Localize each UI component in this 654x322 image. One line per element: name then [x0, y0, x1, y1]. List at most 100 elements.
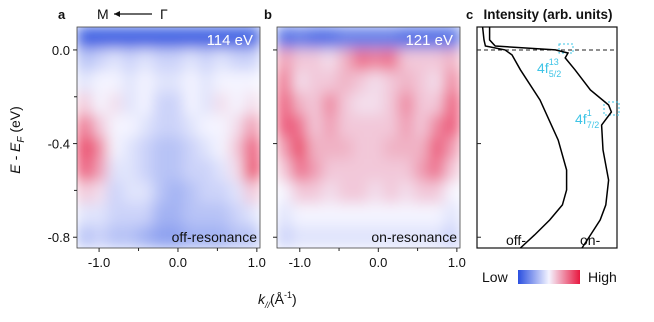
heatmap-cell — [413, 159, 430, 183]
heatmap-cell — [444, 203, 460, 227]
heatmap-cell — [398, 114, 415, 138]
heatmap-cell — [368, 70, 385, 94]
heatmap-cell — [107, 114, 124, 138]
heatmap-cell — [413, 27, 430, 50]
heatmap-cell — [322, 27, 339, 50]
heatmap-cell — [429, 48, 446, 72]
heatmap-cell — [107, 203, 124, 227]
heatmap-cell — [91, 27, 108, 50]
heatmap-cell — [383, 203, 400, 227]
peak-label-text: 4f — [537, 60, 549, 76]
annotation: off-resonance — [172, 229, 258, 245]
heatmap-cell — [244, 181, 260, 205]
heatmap-cell — [152, 137, 169, 161]
heatmap-cell — [244, 137, 260, 161]
heatmap-cell — [291, 225, 308, 248]
heatmap-cell — [352, 114, 369, 138]
y-label-unit: (eV) — [7, 106, 23, 136]
heatmap-cell — [291, 181, 308, 205]
heatmap-cell — [229, 92, 246, 116]
peak-box — [603, 101, 620, 116]
heatmap-cell — [398, 159, 415, 183]
heatmap-cell — [307, 181, 324, 205]
colorbar-label: High — [588, 269, 617, 285]
y-tick-label: 0.0 — [52, 43, 70, 58]
x-label-sub: // — [264, 300, 272, 310]
heatmap-cell — [183, 137, 200, 161]
heatmap-cell — [122, 159, 139, 183]
heatmap-cell — [277, 92, 293, 116]
heatmap-cell — [352, 181, 369, 205]
heatmap-cell — [444, 27, 460, 50]
heatmap-cell — [429, 70, 446, 94]
x-tick-label: 0.0 — [169, 255, 187, 270]
heatmap-cell — [213, 203, 230, 227]
heatmap-cell — [122, 27, 139, 50]
heatmap-cell — [337, 159, 354, 183]
heatmap-cell — [213, 159, 230, 183]
heatmap-cell — [137, 92, 154, 116]
heatmap-cell — [122, 70, 139, 94]
panel-title: Intensity (arb. units) — [483, 7, 612, 22]
heatmap-cell — [277, 70, 293, 94]
heatmap-cell — [168, 137, 185, 161]
heatmap-cell — [291, 92, 308, 116]
panel-letter: b — [264, 7, 272, 22]
heatmap-cell — [383, 225, 400, 248]
heatmap-cell — [91, 225, 108, 248]
peak-label-sup: 13 — [549, 57, 559, 67]
heatmap-cell — [244, 225, 260, 248]
heatmap-cell — [77, 70, 93, 94]
heatmap-cell — [213, 70, 230, 94]
heatmap-cell — [107, 225, 124, 248]
heatmap-cell — [168, 225, 185, 248]
heatmap-cell — [337, 70, 354, 94]
peak-label-sub: 7/2 — [587, 120, 600, 130]
heatmap-cell — [383, 181, 400, 205]
heatmap-cell — [322, 225, 339, 248]
heatmap-cell — [352, 27, 369, 50]
panel-letter: a — [58, 7, 66, 22]
heatmap-cell — [122, 92, 139, 116]
heatmap-cell — [168, 203, 185, 227]
heatmap-cell — [398, 48, 415, 72]
heatmap-cell — [229, 48, 246, 72]
heatmap-cell — [107, 159, 124, 183]
heatmap-cell — [122, 225, 139, 248]
heatmap-cell — [198, 92, 215, 116]
heatmap-cell — [413, 70, 430, 94]
heatmap-cell — [213, 181, 230, 205]
frame — [476, 26, 618, 249]
heatmap-cell — [352, 70, 369, 94]
heatmap-cell — [368, 114, 385, 138]
heatmap-cell — [229, 114, 246, 138]
heatmap-cell — [244, 159, 260, 183]
y-tick-label: -0.8 — [48, 230, 70, 245]
peak-label-sup: 1 — [587, 108, 592, 118]
heatmap-cell — [277, 225, 293, 248]
heatmap-cell — [198, 137, 215, 161]
heatmap-cell — [168, 159, 185, 183]
heatmap-cell — [152, 48, 169, 72]
heatmap-cell — [168, 27, 185, 50]
heatmap-cell — [229, 27, 246, 50]
heatmap-cell — [183, 181, 200, 205]
heatmap-cell — [198, 70, 215, 94]
heatmap-cell — [337, 181, 354, 205]
heatmap-cell — [322, 114, 339, 138]
heatmap-cell — [137, 70, 154, 94]
heatmap-cell — [444, 70, 460, 94]
heatmap-cell — [213, 92, 230, 116]
heatmap-cell — [307, 225, 324, 248]
colorbar-label: Low — [482, 269, 509, 285]
heatmap-cell — [91, 181, 108, 205]
heatmap-cell — [368, 27, 385, 50]
y-tick-label: -0.4 — [48, 137, 70, 152]
heatmap-cell — [291, 137, 308, 161]
heatmap-cell — [429, 159, 446, 183]
heatmap-cell — [352, 48, 369, 72]
heatmap-cell — [168, 70, 185, 94]
y-axis-label: E - EF (eV) — [7, 106, 27, 174]
intensity-curve — [488, 27, 613, 249]
